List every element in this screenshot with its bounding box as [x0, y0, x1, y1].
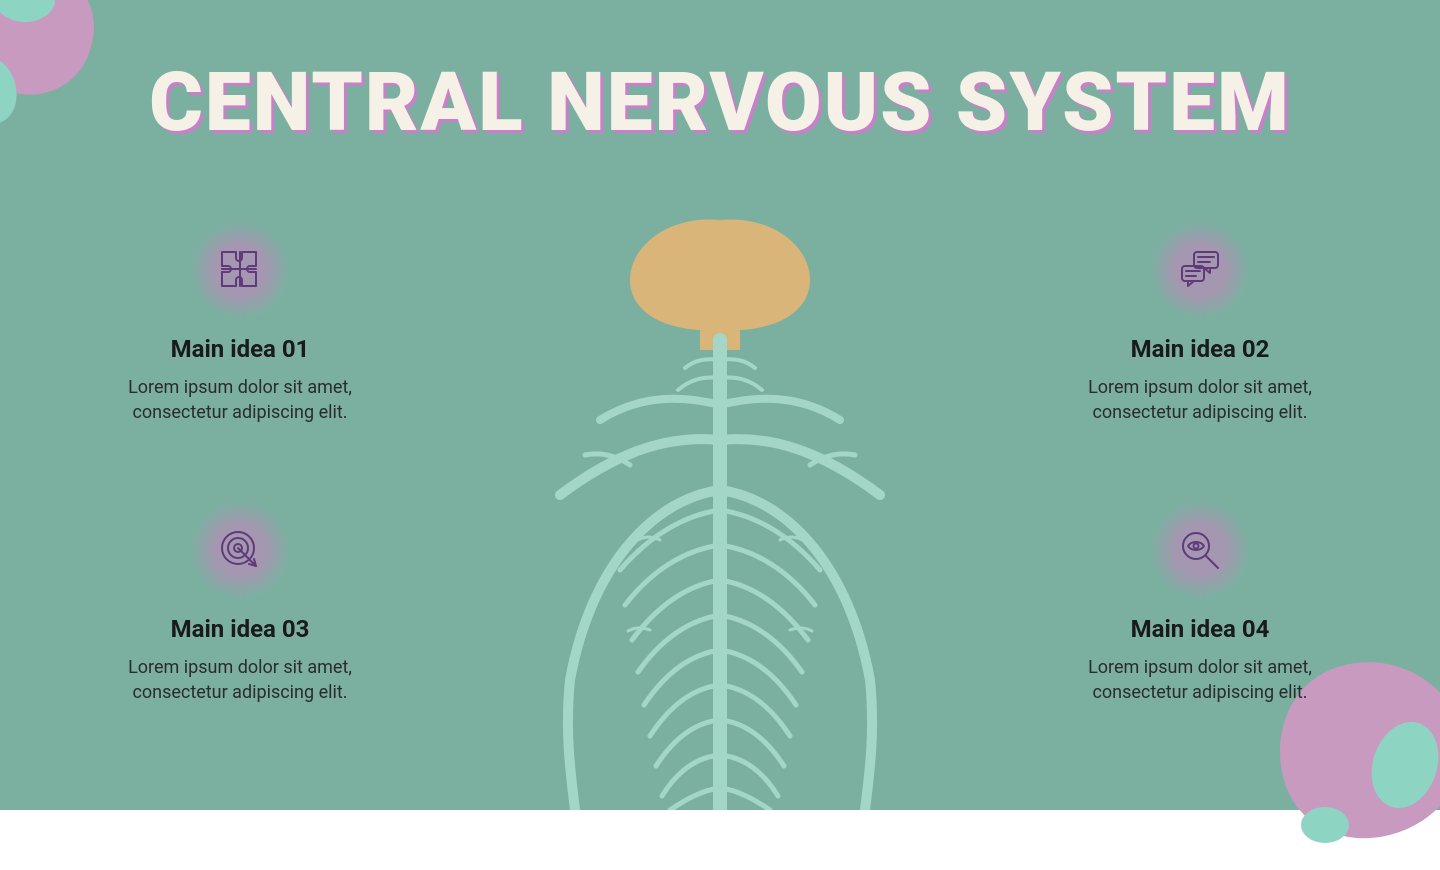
target-icon — [216, 526, 264, 574]
idea-body: Lorem ipsum dolor sit amet, consectetur … — [1040, 655, 1360, 705]
idea-title: Main idea 03 — [80, 615, 400, 643]
title-text: CENTRAL NERVOUS SYSTEM — [149, 55, 1291, 151]
icon-glow — [1150, 220, 1250, 320]
nerve-tree — [560, 340, 880, 810]
puzzle-icon — [216, 246, 264, 294]
idea-title: Main idea 04 — [1040, 615, 1360, 643]
nervous-system-illustration — [480, 210, 960, 810]
idea-block-04: Main idea 04 Lorem ipsum dolor sit amet,… — [1040, 500, 1360, 705]
brain-shape — [630, 219, 810, 350]
idea-block-02: Main idea 02 Lorem ipsum dolor sit amet,… — [1040, 220, 1360, 425]
icon-glow — [190, 220, 290, 320]
infographic-canvas: CENTRAL NERVOUS SYSTEM CENTRAL NERVOUS S… — [0, 0, 1440, 810]
icon-glow — [1150, 500, 1250, 600]
idea-block-01: Main idea 01 Lorem ipsum dolor sit amet,… — [80, 220, 400, 425]
idea-block-03: Main idea 03 Lorem ipsum dolor sit amet,… — [80, 500, 400, 705]
idea-body: Lorem ipsum dolor sit amet, consectetur … — [80, 655, 400, 705]
idea-title: Main idea 01 — [80, 335, 400, 363]
icon-glow — [190, 500, 290, 600]
page-title: CENTRAL NERVOUS SYSTEM CENTRAL NERVOUS S… — [0, 55, 1440, 151]
idea-title: Main idea 02 — [1040, 335, 1360, 363]
search-icon — [1176, 526, 1224, 574]
idea-body: Lorem ipsum dolor sit amet, consectetur … — [1040, 375, 1360, 425]
idea-body: Lorem ipsum dolor sit amet, consectetur … — [80, 375, 400, 425]
blob-teal-4 — [1301, 807, 1349, 843]
chat-icon — [1176, 246, 1224, 294]
